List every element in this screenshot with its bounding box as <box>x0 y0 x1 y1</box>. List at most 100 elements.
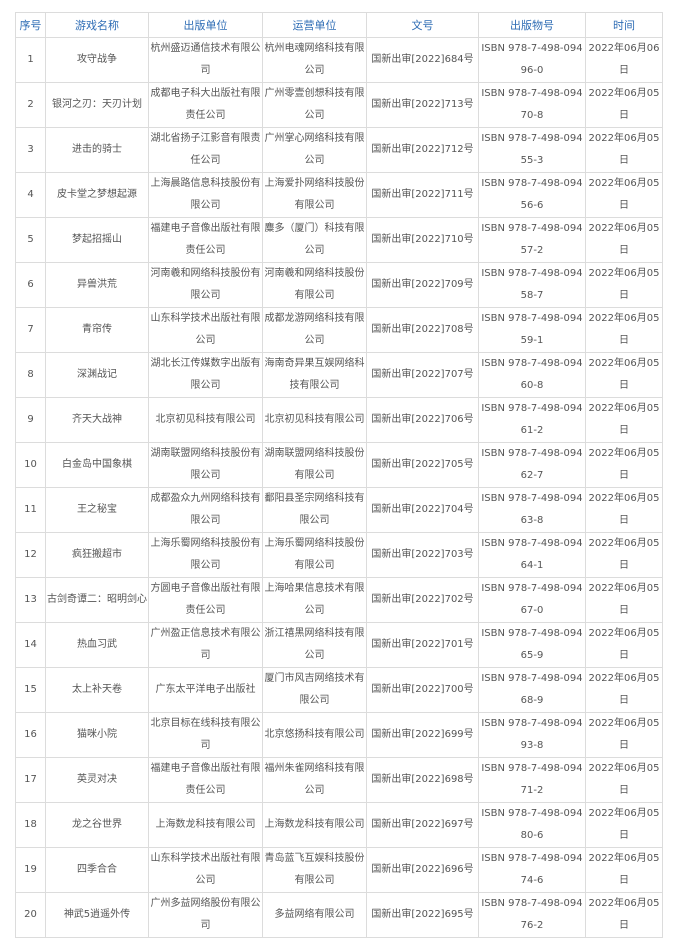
index-cell: 20 <box>15 892 46 938</box>
isbn-cell: ISBN 978-7-498-09463-8 <box>478 487 586 533</box>
date-cell: 2022年06月05日 <box>585 217 663 263</box>
date-cell: 2022年06月05日 <box>585 802 663 848</box>
publisher-cell: 福建电子音像出版社有限责任公司 <box>148 217 263 263</box>
table-row: 9 齐天大战神 北京初见科技有限公司 北京初见科技有限公司 国新出审[2022]706号… <box>15 397 663 443</box>
table-row: 18 龙之谷世界 上海数龙科技有限公司 上海数龙科技有限公司 国新出审[2022]697… <box>15 802 663 848</box>
approval-number-cell: 国新出审[2022]701号 <box>366 622 479 668</box>
isbn-cell: ISBN 978-7-498-09462-7 <box>478 442 586 488</box>
date-cell: 2022年06月05日 <box>585 667 663 713</box>
operator-cell: 多益网络有限公司 <box>262 892 367 938</box>
approval-number-cell: 国新出审[2022]712号 <box>366 127 479 173</box>
game-name-cell: 深渊战记 <box>45 352 149 398</box>
table-row: 11 王之秘宝 成都盈众九州网络科技有限公司 鄱阳县圣宗网络科技有限公司 国新出审[20… <box>15 487 663 533</box>
game-name-cell: 热血习武 <box>45 622 149 668</box>
operator-cell: 鄱阳县圣宗网络科技有限公司 <box>262 487 367 533</box>
publisher-cell: 山东科学技术出版社有限公司 <box>148 847 263 893</box>
table-row: 19 四季合合 山东科学技术出版社有限公司 青岛蓝飞互娱科技股份有限公司 国新出审[20… <box>15 847 663 893</box>
date-cell: 2022年06月05日 <box>585 847 663 893</box>
date-cell: 2022年06月05日 <box>585 127 663 173</box>
table-row: 10 白金岛中国象棋 湖南联盟网络科技股份有限公司 湖南联盟网络科技股份有限公司 国新出… <box>15 442 663 488</box>
isbn-cell: ISBN 978-7-498-09459-1 <box>478 307 586 353</box>
game-name-cell: 梦起招摇山 <box>45 217 149 263</box>
publisher-cell: 湖北省扬子江影音有限责任公司 <box>148 127 263 173</box>
table-row: 2 银河之刃：天刃计划 成都电子科大出版社有限责任公司 广州零壹创想科技有限公司 国新出… <box>15 82 663 128</box>
header-index: 序号 <box>15 12 46 38</box>
date-cell: 2022年06月05日 <box>585 307 663 353</box>
index-cell: 10 <box>15 442 46 488</box>
approval-number-cell: 国新出审[2022]706号 <box>366 397 479 443</box>
index-cell: 2 <box>15 82 46 128</box>
index-cell: 9 <box>15 397 46 443</box>
operator-cell: 成都龙游网络科技有限公司 <box>262 307 367 353</box>
approval-number-cell: 国新出审[2022]704号 <box>366 487 479 533</box>
header-publisher: 出版单位 <box>148 12 263 38</box>
index-cell: 7 <box>15 307 46 353</box>
operator-cell: 上海哈果信息技术有限公司 <box>262 577 367 623</box>
publisher-cell: 广州盈正信息技术有限公司 <box>148 622 263 668</box>
isbn-cell: ISBN 978-7-498-09496-0 <box>478 37 586 83</box>
operator-cell: 厦门市风吉网络技术有限公司 <box>262 667 367 713</box>
index-cell: 11 <box>15 487 46 533</box>
index-cell: 8 <box>15 352 46 398</box>
isbn-cell: ISBN 978-7-498-09468-9 <box>478 667 586 713</box>
approval-number-cell: 国新出审[2022]711号 <box>366 172 479 218</box>
index-cell: 6 <box>15 262 46 308</box>
index-cell: 13 <box>15 577 46 623</box>
table-row: 6 异兽洪荒 河南羲和网络科技股份有限公司 河南羲和网络科技股份有限公司 国新出审[20… <box>15 262 663 308</box>
publisher-cell: 广州多益网络股份有限公司 <box>148 892 263 938</box>
table-row: 3 进击的骑士 湖北省扬子江影音有限责任公司 广州掌心网络科技有限公司 国新出审[202… <box>15 127 663 173</box>
index-cell: 5 <box>15 217 46 263</box>
operator-cell: 青岛蓝飞互娱科技股份有限公司 <box>262 847 367 893</box>
game-name-cell: 古剑奇谭二：昭明剑心 <box>45 577 149 623</box>
operator-cell: 上海爱扑网络科技股份有限公司 <box>262 172 367 218</box>
publisher-cell: 湖南联盟网络科技股份有限公司 <box>148 442 263 488</box>
date-cell: 2022年06月05日 <box>585 352 663 398</box>
approval-number-cell: 国新出审[2022]713号 <box>366 82 479 128</box>
approval-number-cell: 国新出审[2022]705号 <box>366 442 479 488</box>
publisher-cell: 成都电子科大出版社有限责任公司 <box>148 82 263 128</box>
date-cell: 2022年06月05日 <box>585 892 663 938</box>
header-approval-number: 文号 <box>366 12 479 38</box>
publisher-cell: 北京目标在线科技有限公司 <box>148 712 263 758</box>
operator-cell: 麋多（厦门）科技有限公司 <box>262 217 367 263</box>
game-name-cell: 王之秘宝 <box>45 487 149 533</box>
game-name-cell: 神武5逍遥外传 <box>45 892 149 938</box>
index-cell: 14 <box>15 622 46 668</box>
isbn-cell: ISBN 978-7-498-09455-3 <box>478 127 586 173</box>
game-name-cell: 异兽洪荒 <box>45 262 149 308</box>
table-row: 17 英灵对决 福建电子音像出版社有限责任公司 福州朱雀网络科技有限公司 国新出审[20… <box>15 757 663 803</box>
index-cell: 18 <box>15 802 46 848</box>
date-cell: 2022年06月05日 <box>585 82 663 128</box>
table-row: 4 皮卡堂之梦想起源 上海晨路信息科技股份有限公司 上海爱扑网络科技股份有限公司 国新出… <box>15 172 663 218</box>
game-name-cell: 攻守战争 <box>45 37 149 83</box>
date-cell: 2022年06月05日 <box>585 712 663 758</box>
approval-number-cell: 国新出审[2022]707号 <box>366 352 479 398</box>
table-row: 16 猫咪小院 北京目标在线科技有限公司 北京悠扬科技有限公司 国新出审[2022]69… <box>15 712 663 758</box>
table-row: 7 青帘传 山东科学技术出版社有限公司 成都龙游网络科技有限公司 国新出审[2022]7… <box>15 307 663 353</box>
publisher-cell: 福建电子音像出版社有限责任公司 <box>148 757 263 803</box>
approval-number-cell: 国新出审[2022]684号 <box>366 37 479 83</box>
isbn-cell: ISBN 978-7-498-09460-8 <box>478 352 586 398</box>
publisher-cell: 北京初见科技有限公司 <box>148 397 263 443</box>
publisher-cell: 方圆电子音像出版社有限责任公司 <box>148 577 263 623</box>
publisher-cell: 河南羲和网络科技股份有限公司 <box>148 262 263 308</box>
date-cell: 2022年06月05日 <box>585 262 663 308</box>
game-name-cell: 四季合合 <box>45 847 149 893</box>
operator-cell: 湖南联盟网络科技股份有限公司 <box>262 442 367 488</box>
isbn-cell: ISBN 978-7-498-09465-9 <box>478 622 586 668</box>
publisher-cell: 杭州盛迈通信技术有限公司 <box>148 37 263 83</box>
isbn-cell: ISBN 978-7-498-09471-2 <box>478 757 586 803</box>
isbn-cell: ISBN 978-7-498-09458-7 <box>478 262 586 308</box>
approval-number-cell: 国新出审[2022]699号 <box>366 712 479 758</box>
table-row: 5 梦起招摇山 福建电子音像出版社有限责任公司 麋多（厦门）科技有限公司 国新出审[20… <box>15 217 663 263</box>
publisher-cell: 湖北长江传媒数字出版有限公司 <box>148 352 263 398</box>
game-name-cell: 皮卡堂之梦想起源 <box>45 172 149 218</box>
publisher-cell: 山东科学技术出版社有限公司 <box>148 307 263 353</box>
table-header-row: 序号 游戏名称 出版单位 运营单位 文号 出版物号 时间 <box>15 12 663 38</box>
table-row: 8 深渊战记 湖北长江传媒数字出版有限公司 海南奇异果互娱网络科技有限公司 国新出审[2… <box>15 352 663 398</box>
operator-cell: 广州掌心网络科技有限公司 <box>262 127 367 173</box>
date-cell: 2022年06月05日 <box>585 487 663 533</box>
operator-cell: 河南羲和网络科技股份有限公司 <box>262 262 367 308</box>
approval-number-cell: 国新出审[2022]710号 <box>366 217 479 263</box>
index-cell: 3 <box>15 127 46 173</box>
